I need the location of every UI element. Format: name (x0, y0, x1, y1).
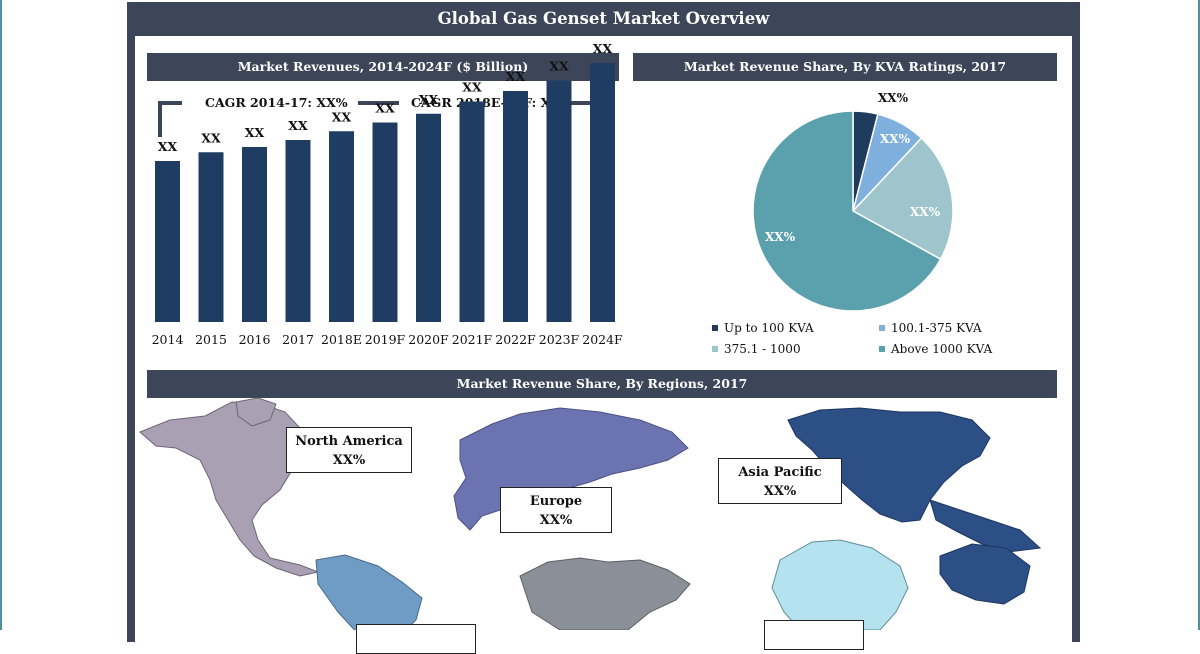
pie-data-label: XX% (765, 230, 796, 244)
bar-2015 (198, 152, 224, 322)
x-tick-label: 2019F (365, 332, 406, 347)
legend-item-up-to-100: Up to 100 KVA (712, 321, 814, 335)
x-tick-label: 2023F (539, 332, 580, 347)
x-tick-label: 2017 (282, 332, 314, 347)
x-tick-label: 2014 (152, 332, 184, 347)
bar-data-label: XX (288, 118, 308, 133)
legend-label: Above 1000 KVA (891, 342, 993, 356)
region-label-south-america (356, 624, 476, 654)
region-label-europe: Europe XX% (500, 487, 612, 533)
bar-data-label: XX (375, 101, 395, 116)
pie-data-label: XX% (880, 132, 911, 146)
bar-data-label: XX (506, 69, 526, 84)
africa-shape (771, 539, 909, 630)
region-value: XX% (539, 513, 573, 528)
region-label-asia-pacific: Asia Pacific XX% (718, 458, 842, 504)
pie-slice-4 (752, 110, 942, 312)
bar-2017 (285, 140, 311, 322)
region-value: XX% (332, 453, 366, 468)
bar-data-label: XX (419, 92, 439, 107)
legend-swatch (879, 346, 885, 352)
middle-east-shape (519, 557, 691, 630)
bar-2024F (590, 63, 615, 322)
infographic-title: Global Gas Genset Market Overview (437, 9, 770, 28)
legend-swatch (879, 325, 885, 331)
x-tick-label: 2015 (195, 332, 227, 347)
bar-data-label: XX (332, 109, 352, 124)
bar-2022F (503, 91, 528, 322)
bar-2021F (459, 101, 485, 322)
kva-chart-header: Market Revenue Share, By KVA Ratings, 20… (633, 53, 1057, 81)
region-name: North America (295, 434, 403, 449)
bar-2014 (155, 161, 180, 322)
revenue-chart-header: Market Revenues, 2014-2024F ($ Billion) (147, 53, 619, 81)
region-label-africa (764, 620, 864, 650)
bar-2016 (242, 147, 267, 322)
pie-data-label: XX% (910, 205, 941, 219)
region-map-header: Market Revenue Share, By Regions, 2017 (147, 370, 1057, 398)
x-tick-label: 2020F (408, 332, 449, 347)
bar-data-label: XX (462, 80, 482, 95)
region-label-north-america: North America XX% (286, 427, 412, 473)
bar-2018E (329, 131, 354, 322)
legend-item-above-1000: Above 1000 KVA (879, 342, 992, 356)
bar-2019F (372, 122, 398, 322)
x-tick-label: 2018E (321, 332, 362, 347)
pie-slice-3 (851, 137, 954, 261)
bar-data-label: XX (593, 41, 613, 56)
cagr-2018-24-label: CAGR 2018E-24F: XX% (411, 95, 572, 110)
kva-pie-chart: XX% XX% XX% XX% (752, 91, 954, 312)
legend-swatch (712, 325, 718, 331)
region-name: Asia Pacific (738, 465, 822, 480)
page-edge-left (0, 0, 2, 630)
southeast-asia-shape (929, 499, 1042, 553)
legend-label: 375.1 - 1000 (724, 342, 801, 356)
region-value: XX% (763, 484, 797, 499)
legend-swatch (712, 346, 718, 352)
page-edge-right (1198, 0, 1200, 630)
bar-data-label: XX (549, 59, 569, 74)
bar-data-label: XX (158, 139, 178, 154)
legend-label: 100.1-375 KVA (891, 321, 982, 335)
cagr-2014-17-label: CAGR 2014-17: XX% (205, 95, 348, 110)
x-tick-label: 2024F (582, 332, 623, 347)
world-region-map (139, 397, 1042, 630)
south-america-shape (315, 554, 423, 630)
revenue-bar-chart: XX 2014 XX 2015 XX 2016 XX 2017 XX 2018E XX 2019F XX… (152, 41, 623, 347)
region-name: Europe (529, 494, 583, 509)
legend-item-100-375: 100.1-375 KVA (879, 321, 982, 335)
legend-label: Up to 100 KVA (724, 321, 814, 335)
bar-data-label: XX (245, 125, 265, 140)
x-tick-label: 2022F (495, 332, 536, 347)
bar-2020F (416, 113, 441, 322)
legend-item-375-1000: 375.1 - 1000 (712, 342, 801, 356)
x-tick-label: 2021F (452, 332, 493, 347)
pie-data-label: XX% (878, 91, 909, 105)
bar-2023F (546, 80, 572, 322)
australia-shape (939, 543, 1031, 605)
greenland-shape (235, 397, 277, 427)
bar-data-label: XX (201, 130, 221, 145)
x-tick-label: 2016 (239, 332, 271, 347)
